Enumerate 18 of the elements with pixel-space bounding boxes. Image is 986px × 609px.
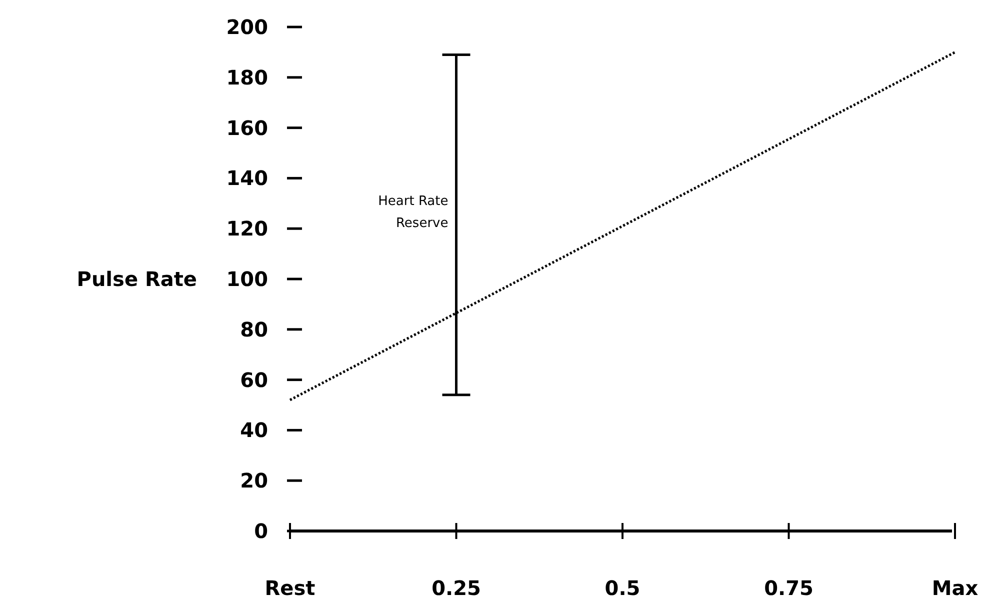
y-tick-label: 140 xyxy=(226,166,268,190)
y-tick-label: 160 xyxy=(226,116,268,140)
y-tick-label: 180 xyxy=(226,65,268,90)
y-tick-label: 80 xyxy=(240,317,268,342)
x-tick-label: 0.75 xyxy=(764,576,814,600)
x-tick-label: 0.25 xyxy=(432,576,481,600)
y-axis-title: Pulse Rate xyxy=(76,267,197,291)
x-tick-label: Max xyxy=(932,576,978,600)
y-tick-label: 100 xyxy=(226,267,268,291)
y-tick-label: 0 xyxy=(254,519,268,543)
annotation: Heart Rate Reserve xyxy=(378,194,448,231)
x-tick-label: Rest xyxy=(264,576,316,600)
y-tick-label: 200 xyxy=(226,15,268,39)
y-tick-label: 20 xyxy=(240,468,268,493)
y-tick-label: 40 xyxy=(240,418,268,442)
y-tick-label: 120 xyxy=(226,216,268,241)
x-tick-label: 0.5 xyxy=(604,576,640,600)
y-tick-label: 60 xyxy=(240,368,268,392)
